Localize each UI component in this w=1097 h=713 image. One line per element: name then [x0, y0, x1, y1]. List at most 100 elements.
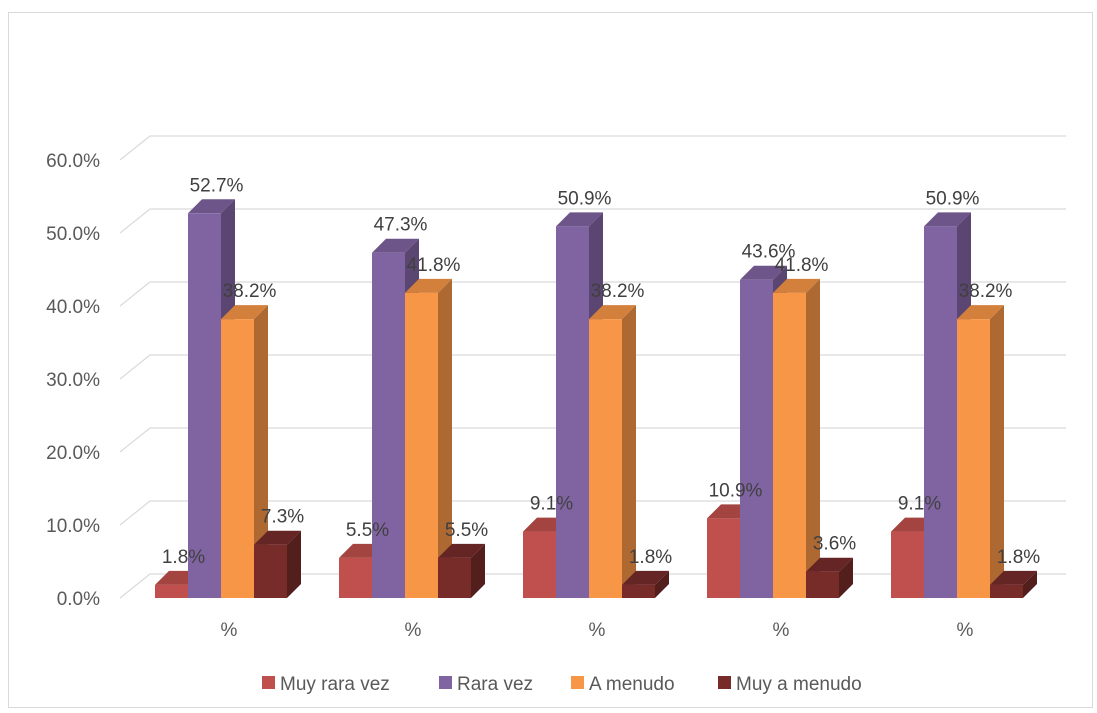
bar-front	[405, 292, 438, 598]
bar-top	[740, 265, 787, 280]
data-label: 50.9%	[926, 188, 980, 209]
data-labels: 1.8% 52.7% 38.2% 7.3% 5.5% 47.3% 41.8% 5.5% 9.1%…	[162, 175, 1040, 568]
legend-label: Muy a menudo	[736, 674, 862, 695]
data-label: 7.3%	[261, 507, 304, 528]
bar-top	[924, 212, 971, 227]
legend-item: Rara vez	[439, 674, 533, 695]
data-label: 10.9%	[709, 480, 763, 501]
bar-front	[707, 518, 740, 598]
bar-top	[773, 278, 820, 293]
bar	[438, 543, 485, 598]
bar-top	[589, 305, 636, 320]
bar	[221, 305, 268, 598]
gridline	[119, 135, 1066, 161]
bar-top	[254, 530, 301, 545]
bar-side	[839, 557, 853, 598]
x-tick-label: %	[957, 620, 974, 641]
y-tick-label: 40.0%	[46, 297, 100, 318]
bars	[155, 199, 1037, 599]
bar-top	[556, 212, 603, 227]
legend-swatch	[718, 676, 731, 689]
data-label: 52.7%	[190, 175, 244, 196]
bar	[990, 570, 1037, 598]
bar-top	[957, 305, 1004, 320]
bar	[188, 199, 235, 599]
y-tick-label: 20.0%	[46, 443, 100, 464]
data-label: 1.8%	[997, 547, 1040, 568]
bar-front	[957, 319, 990, 598]
legend-label: Rara vez	[457, 674, 533, 695]
data-label: 1.8%	[162, 547, 205, 568]
bar-front	[438, 557, 471, 598]
bar-side	[990, 305, 1004, 598]
data-label: 43.6%	[742, 242, 796, 263]
bar-front	[740, 279, 773, 598]
data-label: 50.9%	[558, 188, 612, 209]
x-tick-label: %	[773, 620, 790, 641]
bar-side	[1023, 570, 1037, 598]
bar-front	[589, 319, 622, 598]
bar-side	[806, 278, 820, 598]
legend: Muy rara vez Rara vez A menudo Muy a menudo	[262, 674, 862, 695]
bar-top	[806, 557, 853, 572]
data-label: 1.8%	[629, 547, 672, 568]
bar-side	[254, 305, 268, 598]
x-axis-tick-labels: %%%%%	[221, 620, 974, 641]
bar-top	[221, 305, 268, 320]
x-tick-label: %	[589, 620, 606, 641]
gridline	[119, 208, 1066, 234]
data-label: 41.8%	[407, 255, 461, 276]
bar-side	[622, 305, 636, 598]
bar-top	[188, 199, 235, 214]
legend-swatch	[439, 676, 452, 689]
legend-label: A menudo	[589, 674, 675, 695]
y-tick-label: 60.0%	[46, 151, 100, 172]
bar	[773, 278, 820, 598]
bar-front	[339, 557, 372, 598]
legend-label: Muy rara vez	[280, 674, 390, 695]
y-tick-label: 50.0%	[46, 224, 100, 245]
data-label: 3.6%	[813, 534, 856, 555]
y-tick-label: 30.0%	[46, 370, 100, 391]
y-tick-label: 10.0%	[46, 516, 100, 537]
bar-top	[990, 570, 1037, 585]
bar-front	[523, 531, 556, 598]
legend-item: Muy rara vez	[262, 674, 390, 695]
bar-front	[188, 213, 221, 599]
data-label: 38.2%	[959, 281, 1013, 302]
bar-front	[622, 584, 655, 598]
data-label: 38.2%	[223, 281, 277, 302]
data-label: 5.5%	[346, 520, 389, 541]
y-tick-label: 0.0%	[57, 589, 100, 610]
bar-front	[924, 226, 957, 598]
bar-top	[438, 543, 485, 558]
bar-side	[655, 570, 669, 598]
legend-item: Muy a menudo	[718, 674, 862, 695]
bar	[254, 530, 301, 598]
bar-side	[287, 530, 301, 598]
bar	[806, 557, 853, 598]
bar	[622, 570, 669, 598]
bar	[405, 278, 452, 598]
data-label: 47.3%	[374, 215, 428, 236]
data-label: 9.1%	[898, 494, 941, 515]
bar-side	[438, 278, 452, 598]
bar-front	[990, 584, 1023, 598]
legend-swatch	[262, 676, 275, 689]
bar-top	[372, 238, 419, 253]
bar-side	[471, 543, 485, 598]
bar-top	[405, 278, 452, 293]
bar-top	[622, 570, 669, 585]
legend-item: A menudo	[571, 674, 675, 695]
bar-front	[806, 571, 839, 598]
bar	[957, 305, 1004, 598]
bar-front	[221, 319, 254, 598]
bar-front	[773, 292, 806, 598]
bar-front	[372, 252, 405, 598]
data-label: 9.1%	[530, 494, 573, 515]
data-label: 5.5%	[445, 520, 488, 541]
x-tick-label: %	[405, 620, 422, 641]
y-axis-tick-labels: 0.0% 10.0% 20.0% 30.0% 40.0% 50.0% 60.0%	[46, 151, 100, 610]
bar	[589, 305, 636, 598]
